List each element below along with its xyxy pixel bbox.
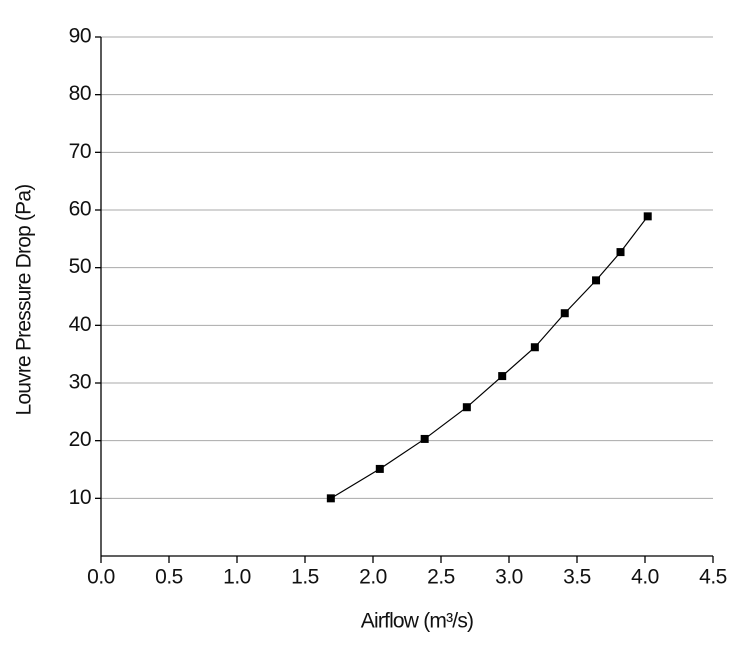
x-tick-label: 3.0: [495, 566, 523, 589]
y-tick-label: 60: [69, 198, 91, 221]
x-tick-label: 1.5: [291, 566, 319, 589]
x-tick-label: 0.5: [155, 566, 183, 589]
x-tick-label: 4.0: [631, 566, 659, 589]
y-tick-label: 50: [69, 255, 91, 278]
y-tick-label: 90: [69, 25, 91, 48]
data-point: [498, 372, 507, 381]
x-tick-label: 4.5: [699, 566, 727, 589]
y-tick-label: 40: [69, 313, 91, 336]
y-tick-label: 10: [69, 486, 91, 509]
data-point: [420, 434, 429, 443]
data-point: [462, 403, 471, 412]
x-tick-label: 0.0: [87, 566, 115, 589]
x-tick-label: 1.0: [223, 566, 251, 589]
x-tick-label: 2.0: [359, 566, 387, 589]
y-axis-title: Louvre Pressure Drop (Pa): [13, 185, 36, 416]
data-point: [375, 464, 384, 473]
data-point: [560, 309, 569, 318]
y-tick-label: 70: [69, 140, 91, 163]
data-point: [530, 343, 539, 352]
x-axis-title: Airflow (m³/s): [361, 610, 473, 633]
y-tick-label: 30: [69, 371, 91, 394]
y-tick-label: 20: [69, 428, 91, 451]
data-point: [616, 248, 625, 257]
data-point: [643, 212, 652, 221]
x-tick-label: 3.5: [563, 566, 591, 589]
x-tick-label: 2.5: [427, 566, 455, 589]
data-line: [330, 215, 649, 499]
y-tick-label: 80: [69, 82, 91, 105]
data-point: [326, 494, 335, 503]
data-point: [592, 276, 601, 285]
